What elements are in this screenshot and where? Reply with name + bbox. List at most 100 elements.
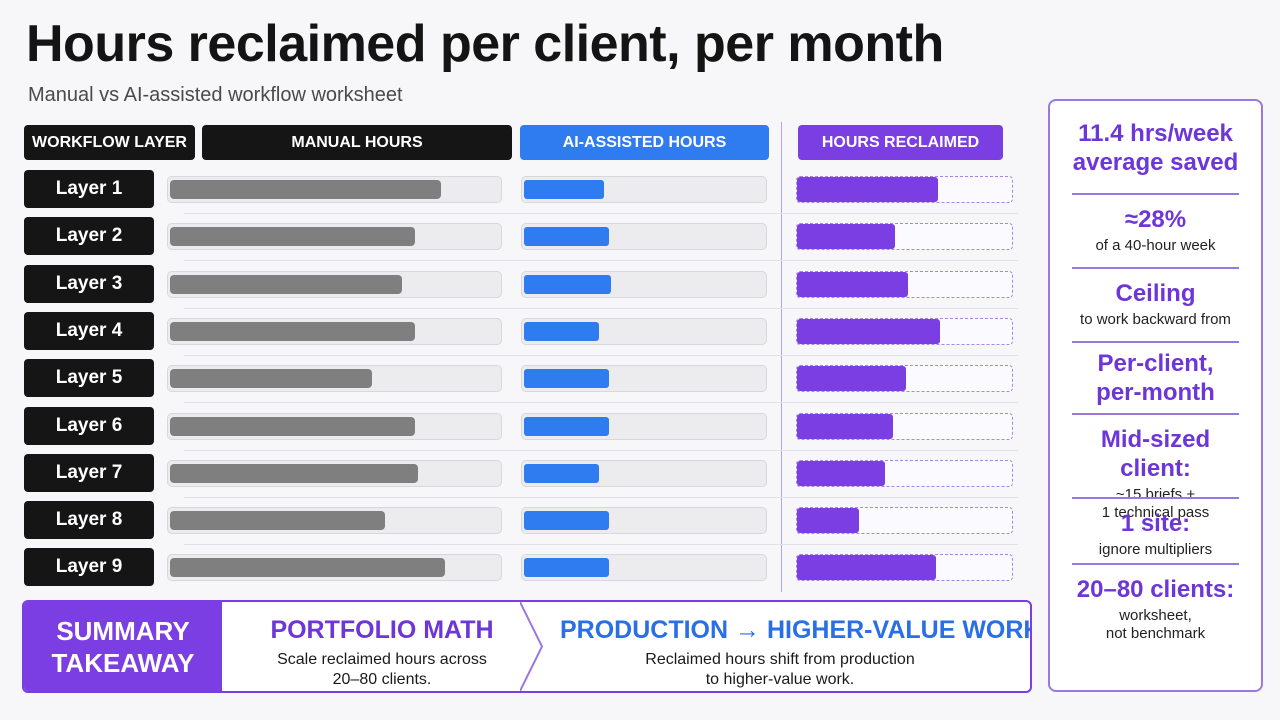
manual-bar-track: [167, 507, 502, 535]
portfolio-math-line2: 20–80 clients.: [332, 671, 432, 688]
reclaimed-bar-track: [796, 507, 1013, 535]
reclaimed-bar-track: [796, 365, 1013, 393]
manual-bar: [170, 558, 445, 578]
stat-caption: 1 technical pass: [1101, 504, 1210, 521]
manual-bar: [170, 274, 402, 294]
production-heading: PRODUCTION → HIGHER-VALUE WORK: [560, 616, 1032, 644]
row-divider: [184, 496, 1018, 498]
stat-caption: worksheet,: [1119, 607, 1192, 624]
reclaimed-bar: [797, 508, 859, 534]
portfolio-math-heading: PORTFOLIO MATH: [270, 616, 494, 644]
layer-label: Layer 9: [24, 548, 154, 587]
stat-value: Per-client,: [1097, 350, 1214, 377]
stat-value: per-month: [1096, 379, 1215, 406]
table-row: Layer 2: [24, 217, 1018, 262]
ai-assisted-bar: [524, 463, 599, 483]
layer-label: Layer 2: [24, 217, 154, 256]
layer-label: Layer 1: [24, 170, 154, 208]
stat-divider: [1072, 563, 1239, 565]
ai-bar-track: [521, 223, 767, 251]
ai-assisted-bar: [524, 274, 611, 294]
stat-block: 1 site: ignore multipliers: [1072, 509, 1239, 559]
reclaimed-bar-track: [796, 223, 1013, 251]
reclaimed-bar: [797, 413, 893, 439]
portfolio-math-block: PORTFOLIO MATH Scale reclaimed hours acr…: [244, 616, 520, 690]
reclaimed-bar-track: [796, 270, 1013, 298]
reclaimed-bar: [797, 271, 908, 297]
manual-bar: [170, 180, 441, 199]
stat-value: 11.4 hrs/week: [1078, 120, 1233, 147]
stat-caption: of a 40-hour week: [1095, 237, 1216, 254]
ai-assisted-bar: [524, 416, 609, 436]
stat-value: average saved: [1072, 149, 1239, 176]
workflow-chart: Layer 1 Layer 2 Layer 3 Layer 4 Layer 5 Layer…: [24, 170, 1018, 587]
reclaimed-bar-track: [796, 317, 1013, 345]
summary-label-line2: TAKEAWAY: [51, 647, 195, 678]
manual-bar-track: [167, 554, 502, 582]
ai-bar-track: [521, 412, 767, 440]
manual-bar-track: [167, 317, 502, 345]
stat-caption: ignore multipliers: [1098, 541, 1213, 558]
row-divider: [184, 449, 1018, 451]
header-manual-hours: MANUAL HOURS: [202, 125, 512, 160]
ai-bar-track: [521, 270, 767, 298]
row-divider: [184, 260, 1018, 262]
column-divider: [781, 122, 782, 592]
ai-assisted-bar: [524, 321, 599, 341]
manual-bar: [170, 511, 385, 531]
reclaimed-bar-track: [796, 176, 1013, 203]
stat-block: 11.4 hrs/week average saved: [1072, 119, 1239, 177]
stat-value: 20–80 clients:: [1076, 576, 1235, 603]
row-divider: [184, 544, 1018, 546]
manual-bar: [170, 321, 415, 341]
production-line2: to higher-value work.: [705, 671, 855, 688]
table-row: Layer 9: [24, 548, 1018, 587]
table-row: Layer 6: [24, 406, 1018, 451]
stat-divider: [1072, 341, 1239, 343]
ai-bar-track: [521, 365, 767, 393]
layer-label: Layer 5: [24, 359, 154, 398]
stat-block: Per-client, per-month: [1072, 349, 1239, 407]
page-title: Hours reclaimed per client, per month: [26, 15, 944, 73]
table-row: Layer 8: [24, 501, 1018, 546]
summary-label: SUMMARY TAKEAWAY: [24, 602, 222, 691]
stat-divider: [1072, 193, 1239, 195]
stat-value: 1 site:: [1120, 510, 1191, 537]
header-hours-reclaimed: HOURS RECLAIMED: [798, 125, 1003, 160]
row-divider: [184, 354, 1018, 356]
stat-caption: ~15 briefs +: [1115, 486, 1196, 503]
ai-assisted-bar: [524, 227, 609, 247]
reclaimed-bar-track: [796, 554, 1013, 582]
stat-divider: [1072, 497, 1239, 499]
portfolio-math-line1: Scale reclaimed hours across: [277, 651, 487, 668]
table-row: Layer 5: [24, 359, 1018, 404]
manual-bar-track: [167, 412, 502, 440]
production-line1: Reclaimed hours shift from production: [645, 651, 915, 668]
manual-bar: [170, 463, 418, 483]
stats-sidebar: 11.4 hrs/week average saved ≈28% of a 40-ho…: [1048, 99, 1263, 692]
stat-value: ≈28%: [1124, 206, 1187, 233]
chevron-divider-icon: [520, 602, 544, 691]
layer-label: Layer 4: [24, 311, 154, 350]
ai-bar-track: [521, 507, 767, 535]
row-divider: [184, 307, 1018, 309]
header-workflow-layer: WORKFLOW LAYER: [24, 125, 195, 160]
manual-bar-track: [167, 459, 502, 487]
table-row: Layer 7: [24, 453, 1018, 498]
layer-label: Layer 3: [24, 264, 154, 303]
reclaimed-bar: [797, 177, 938, 202]
ai-bar-track: [521, 176, 767, 203]
reclaimed-bar: [797, 318, 940, 344]
manual-bar-track: [167, 365, 502, 393]
stat-caption: not benchmark: [1105, 625, 1206, 642]
reclaimed-bar: [797, 366, 906, 392]
row-divider: [184, 402, 1018, 404]
production-block: PRODUCTION → HIGHER-VALUE WORK Reclaimed…: [560, 616, 1032, 690]
layer-label: Layer 6: [24, 406, 154, 445]
stat-value: Ceiling: [1115, 280, 1196, 307]
header-ai-assisted-hours: AI-ASSISTED HOURS: [520, 125, 769, 160]
reclaimed-bar-track: [796, 459, 1013, 487]
reclaimed-bar: [797, 460, 885, 486]
stat-block: Ceiling to work backward from: [1072, 279, 1239, 329]
ai-bar-track: [521, 317, 767, 345]
